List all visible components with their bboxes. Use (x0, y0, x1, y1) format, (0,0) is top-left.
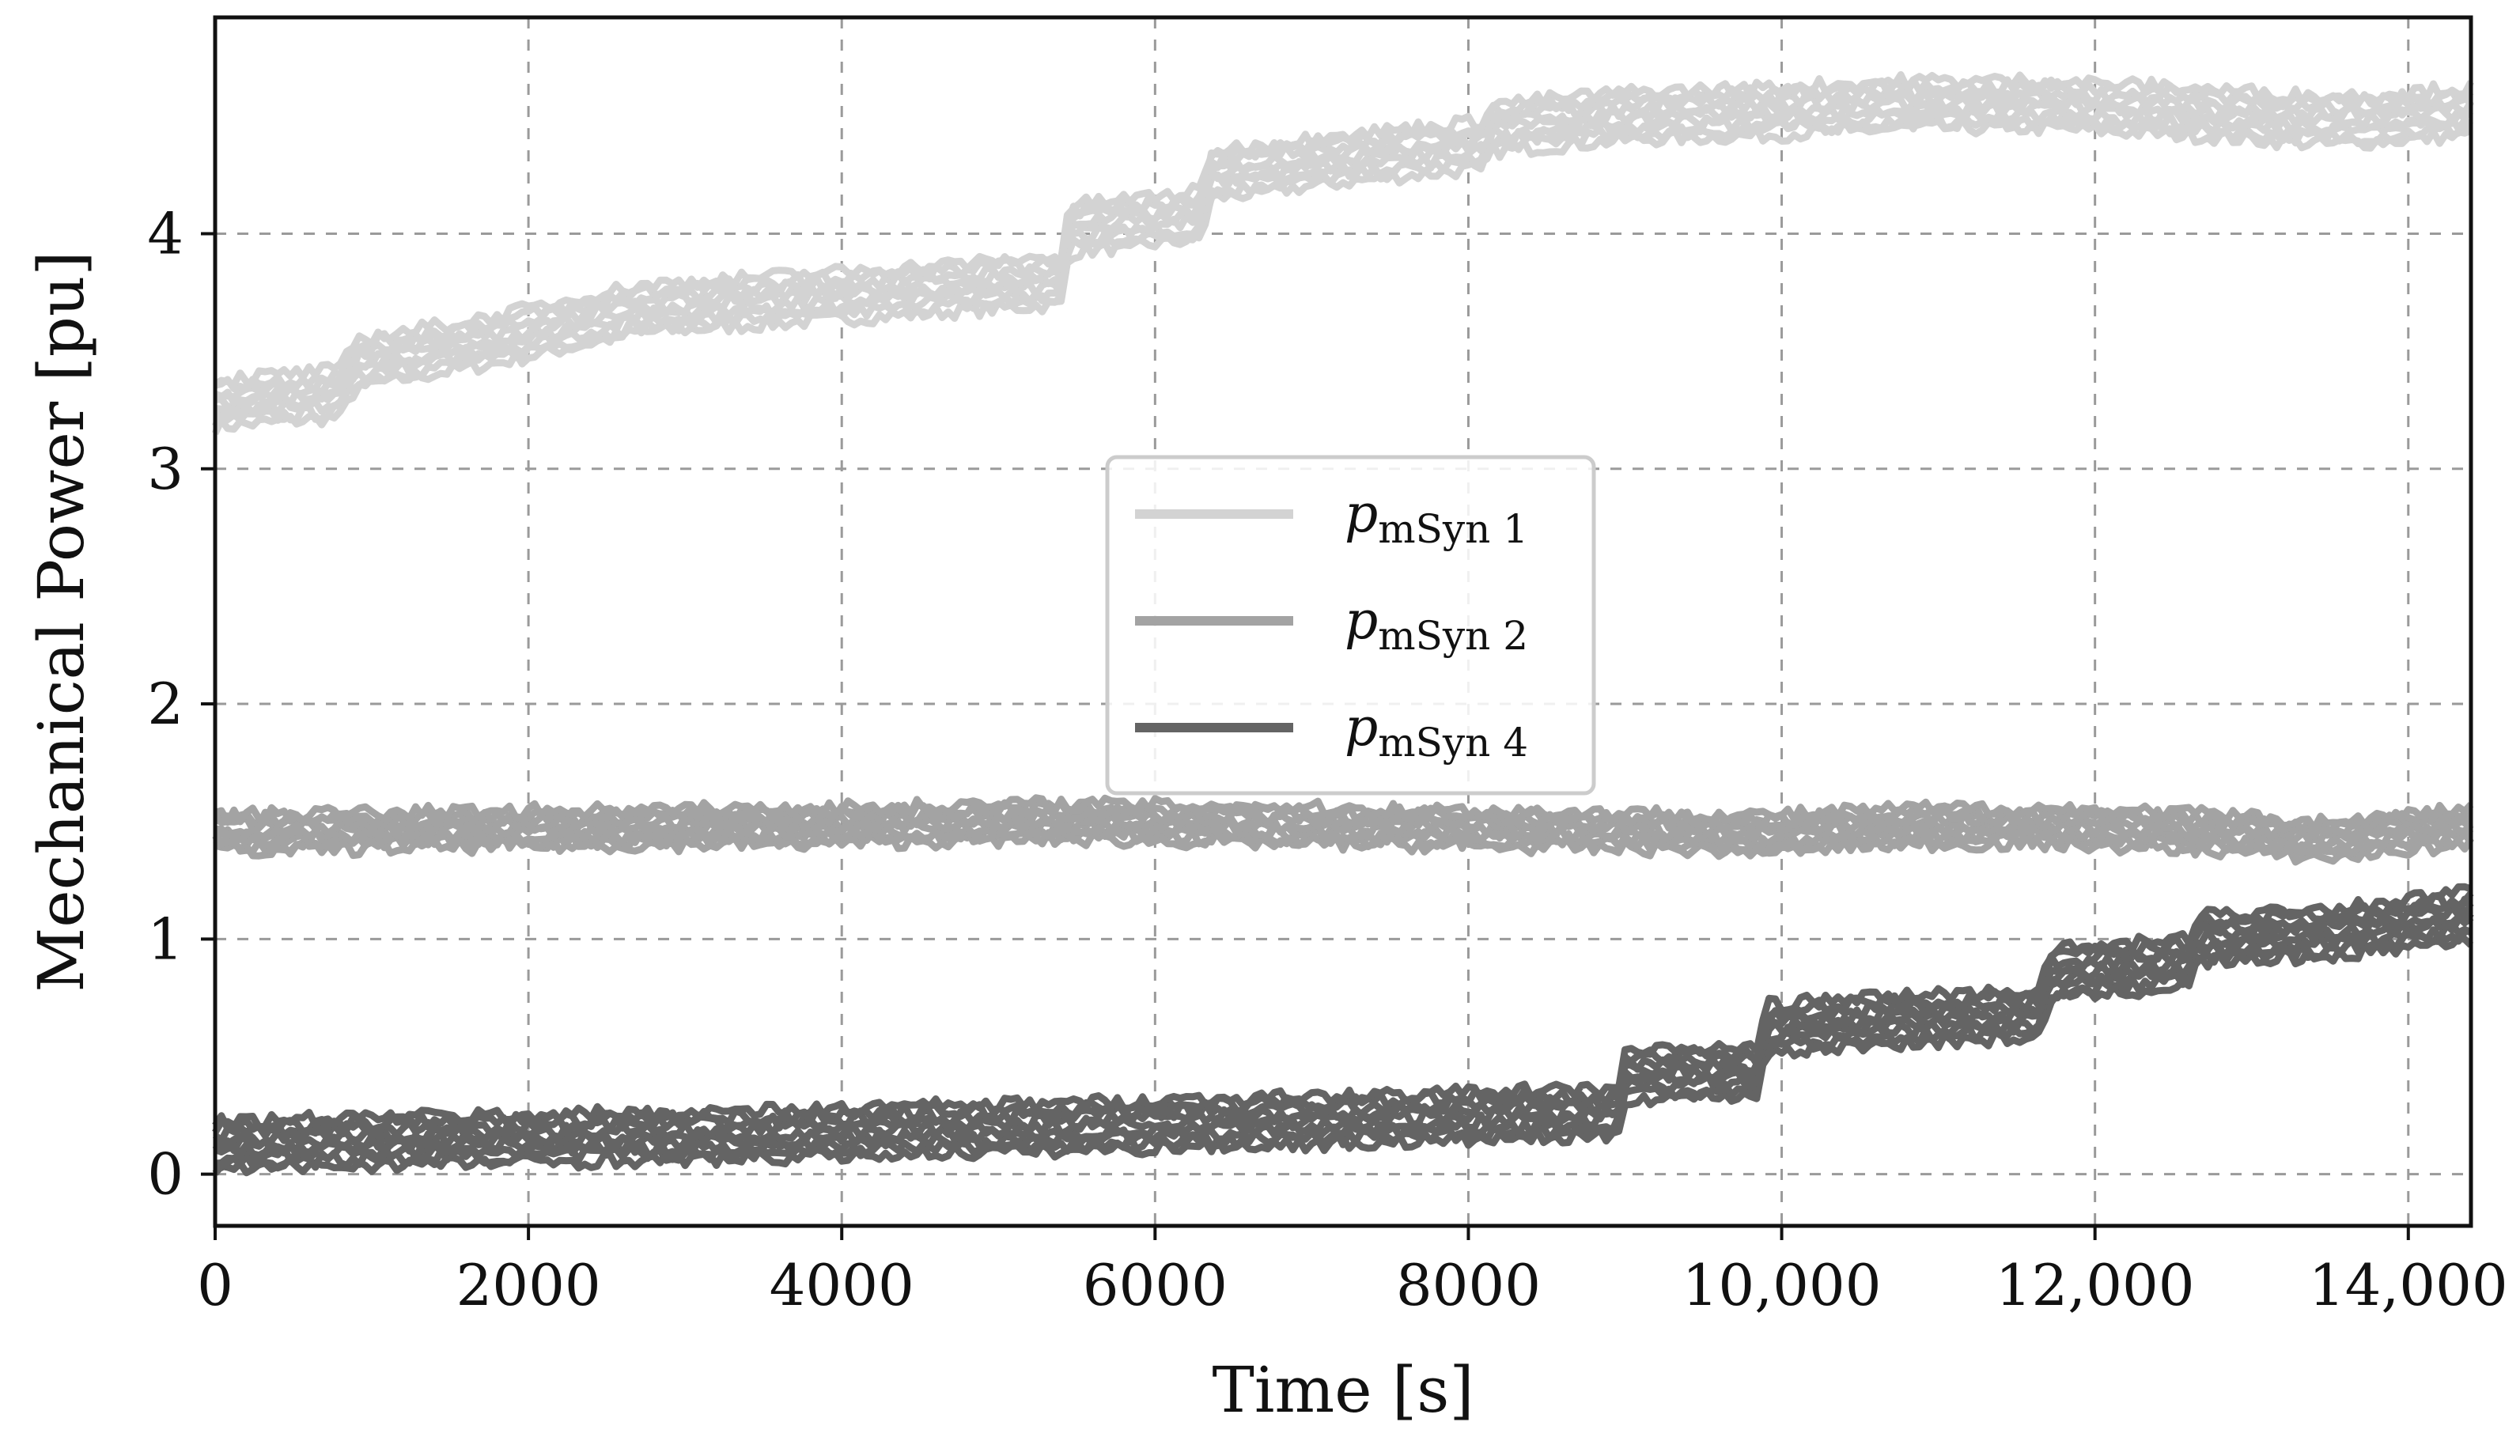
legend: pmSyn 1 pmSyn 2 pmSyn 4 (1105, 455, 1596, 796)
y-tick-label: 1 (147, 906, 184, 972)
legend-label: pmSyn 2 (1345, 590, 1528, 659)
y-tick-label: 3 (147, 436, 184, 502)
plot-frame (213, 15, 2473, 1228)
series-line (214, 829, 2474, 866)
x-tick-label: 14,000 (2309, 1252, 2508, 1318)
x-axis-label: Time [s] (1212, 1353, 1474, 1427)
legend-label: pmSyn 4 (1345, 697, 1528, 766)
series-3 (212, 883, 2474, 1177)
series-line (214, 81, 2474, 401)
x-tick-label: 2000 (456, 1252, 600, 1318)
y-tick-label: 2 (147, 671, 184, 737)
x-tick-label: 10,000 (1682, 1252, 1882, 1318)
series-line (214, 903, 2473, 1149)
series-line (214, 794, 2474, 833)
x-tick-label: 8000 (1396, 1252, 1541, 1318)
y-tick-label: 0 (147, 1141, 184, 1208)
x-tick-label: 12,000 (1996, 1252, 2195, 1318)
series-1 (211, 71, 2474, 436)
series-line (214, 927, 2472, 1172)
y-axis-label: Mechanical Power [pu] (25, 251, 98, 992)
y-tick-label: 4 (147, 200, 184, 267)
series-line (212, 883, 2473, 1133)
x-tick-label: 6000 (1083, 1252, 1228, 1318)
x-tick-label: 0 (197, 1252, 233, 1318)
legend-label: pmSyn 1 (1345, 483, 1528, 552)
series-line (214, 798, 2472, 836)
x-tick-label: 4000 (770, 1252, 914, 1318)
legend-box (1105, 455, 1596, 796)
series-2 (212, 794, 2474, 866)
ticks: 0 2000 4000 6000 8000 10,000 12,000 14,000 0 1 2 3 4 (147, 200, 2508, 1318)
series-layer (211, 71, 2474, 1177)
series-line (213, 71, 2474, 388)
